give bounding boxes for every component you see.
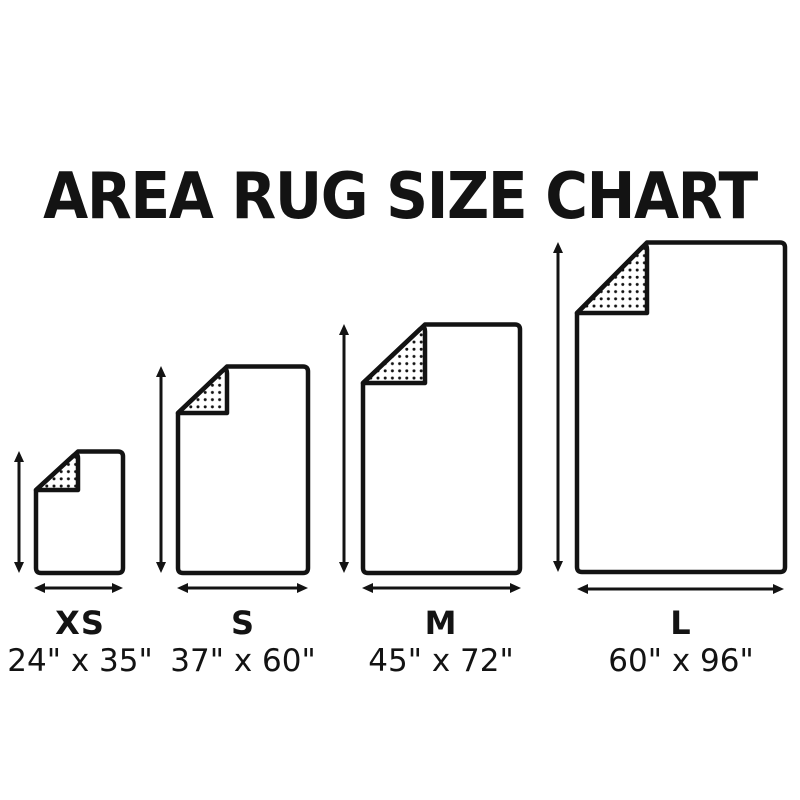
page-title: AREA RUG SIZE CHART <box>43 159 758 234</box>
rug-xs-figure <box>14 449 126 593</box>
rug-l-figure <box>553 240 788 594</box>
m-rug-fold-flap <box>360 325 428 386</box>
size-label-group-xs: XS 24" x 35" <box>0 604 180 678</box>
size-label-group-m: M 45" x 72" <box>341 604 541 678</box>
l-width-arrow <box>577 584 784 594</box>
size-name-s: S <box>230 604 256 642</box>
size-dimensions-m: 45" x 72" <box>368 643 514 679</box>
s-height-arrow <box>156 366 166 573</box>
s-width-arrow <box>177 583 308 593</box>
s-rug-outline <box>175 364 311 576</box>
m-rug-outline <box>360 322 523 576</box>
size-name-l: L <box>670 604 692 642</box>
size-label-group-s: S 37" x 60" <box>143 604 343 678</box>
m-height-arrow <box>339 324 349 573</box>
size-dimensions-xs: 24" x 35" <box>7 643 153 679</box>
size-name-m: M <box>424 604 458 642</box>
xs-rug-fold-flap <box>33 452 81 493</box>
size-name-xs: XS <box>55 604 105 642</box>
size-dimensions-l: 60" x 96" <box>608 643 754 679</box>
l-rug-outline <box>574 240 788 575</box>
rug-m-figure <box>339 322 523 593</box>
size-label-group-l: L 60" x 96" <box>581 604 781 678</box>
rug-s-figure <box>156 364 311 593</box>
l-rug-fold-flap <box>574 243 650 316</box>
m-width-arrow <box>362 583 521 593</box>
size-dimensions-s: 37" x 60" <box>170 643 316 679</box>
l-height-arrow <box>553 242 563 572</box>
xs-height-arrow <box>14 451 24 573</box>
s-rug-fold-flap <box>175 367 230 416</box>
xs-width-arrow <box>34 583 123 593</box>
